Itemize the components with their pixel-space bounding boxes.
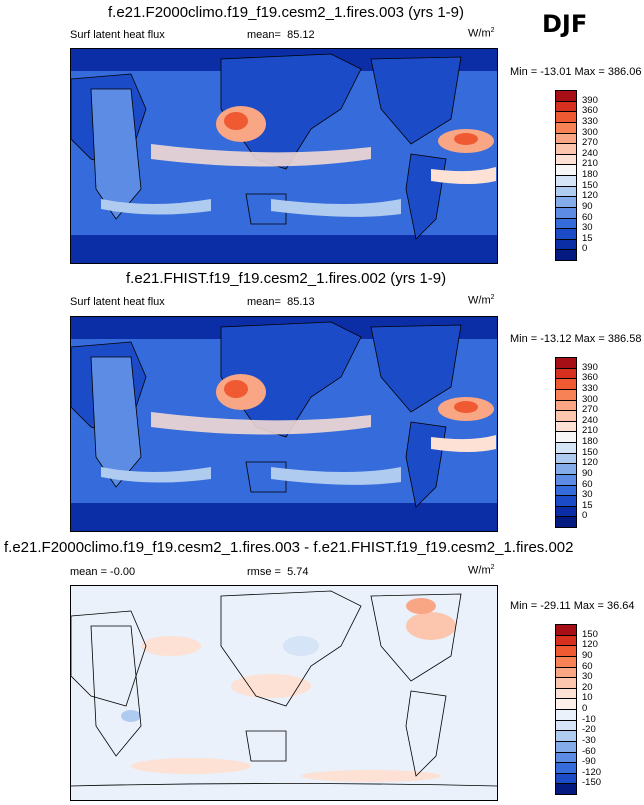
colorbar-tick-label: 300 [582, 393, 598, 405]
colorbar-tick-label: 300 [582, 126, 598, 138]
colorbar-tick-label: 360 [582, 105, 598, 117]
colorbar-tick-label: 20 [582, 681, 593, 693]
colorbar-tick-label: 390 [582, 361, 598, 373]
colorbar-tick-label: -150 [582, 777, 602, 789]
colorbar-tick-label: 120 [582, 639, 598, 651]
panel2-units: W/m2 [468, 294, 495, 307]
panel2-mean: mean= 85.13 [247, 296, 315, 308]
panel3-mean: mean = -0.00 [70, 566, 136, 578]
colorbar-cell [555, 783, 577, 795]
panel2-variable: Surf latent heat flux [70, 296, 165, 308]
colorbar-tick-label: 150 [582, 628, 598, 640]
colorbar-tick-label: 330 [582, 382, 598, 394]
panel3-rmse-label: rmse = [247, 566, 281, 578]
colorbar-tick-label: 15 [582, 232, 593, 244]
colorbar-tick-label: 60 [582, 478, 593, 490]
panel2-mean-value: 85.13 [287, 296, 315, 308]
colorbar-tick-label: 210 [582, 425, 598, 437]
colorbar-tick-label: 240 [582, 147, 598, 159]
colorbar-tick-label: 390 [582, 94, 598, 106]
panel3-rmse: rmse = 5.74 [247, 566, 308, 578]
panel3-range: Min = -29.11 Max = 36.64 [510, 600, 635, 612]
panel2-colorbar: 390 360 330 300 270 240 210 180 150 120 90 60 30 15 0 [555, 357, 615, 528]
colorbar-tick-label: 0 [582, 510, 588, 522]
colorbar-tick-label: 270 [582, 404, 598, 416]
panel2-map [70, 316, 498, 532]
colorbar-tick-label: 180 [582, 169, 598, 180]
panel3-title: f.e21.F2000climo.f19_f19.cesm2_1.fires.0… [4, 539, 574, 556]
colorbar-tick-label: 15 [582, 499, 593, 511]
colorbar-tick-label: -30 [582, 734, 596, 746]
colorbar-tick-label: 30 [582, 222, 593, 234]
panel3-rmse-value: 5.74 [287, 566, 309, 578]
colorbar-tick-label: 10 [582, 692, 593, 704]
panel3-units-base: W/m [468, 564, 491, 577]
colorbar-tick-label: 0 [582, 243, 588, 255]
panel1-mean: mean= 85.12 [247, 29, 315, 41]
panel1-variable: Surf latent heat flux [70, 29, 165, 41]
panel1-colorbar: 390 360 330 300 270 240 210 180 150 120 90 60 30 15 0 [555, 90, 615, 261]
panel2-range: Min = -13.12 Max = 386.58 [510, 333, 642, 345]
colorbar-tick-label: 360 [582, 372, 598, 384]
colorbar-tick-label: 150 [582, 446, 598, 458]
colorbar-tick-label: 210 [582, 158, 598, 170]
colorbar-tick-label: -90 [582, 756, 596, 768]
colorbar-tick-label: 90 [582, 200, 593, 212]
panel1-map [70, 48, 498, 264]
season-label: DJF [542, 10, 588, 38]
colorbar-tick-label: -20 [582, 724, 596, 736]
panel3-units-exp: 2 [490, 564, 495, 571]
colorbar-tick-label: 0 [582, 703, 588, 714]
colorbar-cell [555, 249, 577, 261]
panel1-mean-value: 85.12 [287, 29, 315, 41]
panel3-map [70, 585, 498, 801]
colorbar-tick-label: -10 [582, 713, 596, 725]
colorbar-tick-label: 270 [582, 137, 598, 149]
panel1-units-base: W/m [468, 27, 491, 40]
panel2-title: f.e21.FHIST.f19_f19.cesm2_1.fires.002 (y… [126, 270, 447, 287]
colorbar-tick-label: 150 [582, 179, 598, 191]
colorbar-tick-label: -60 [582, 745, 596, 757]
colorbar-tick-label: 330 [582, 115, 598, 127]
colorbar-tick-label: 120 [582, 190, 598, 202]
panel2-mean-label: mean= [247, 296, 281, 308]
colorbar-tick-label: 240 [582, 414, 598, 426]
colorbar-tick-label: 30 [582, 671, 593, 683]
panel1-units: W/m2 [468, 27, 495, 40]
colorbar-tick-label: 120 [582, 457, 598, 469]
panel3-units: W/m2 [468, 564, 495, 577]
colorbar-cell [555, 516, 577, 528]
panel1-range: Min = -13.01 Max = 386.06 [510, 66, 642, 78]
panel3-colorbar: 150 120 90 60 30 20 10 0 -10 -20 -30 -60 -90 -120 -150 [555, 624, 615, 795]
panel1-units-exp: 2 [490, 27, 495, 34]
colorbar-tick-label: 30 [582, 489, 593, 501]
colorbar-tick-label: 90 [582, 467, 593, 479]
colorbar-tick-label: 60 [582, 211, 593, 223]
colorbar-tick-label: 90 [582, 649, 593, 661]
panel1-mean-label: mean= [247, 29, 281, 41]
colorbar-tick-label: 60 [582, 660, 593, 672]
panel2-units-exp: 2 [490, 294, 495, 301]
colorbar-tick-label: 180 [582, 436, 598, 447]
colorbar-tick-label: -120 [582, 766, 602, 778]
panel1-title: f.e21.F2000climo.f19_f19.cesm2_1.fires.0… [108, 4, 465, 21]
panel2-units-base: W/m [468, 294, 491, 307]
